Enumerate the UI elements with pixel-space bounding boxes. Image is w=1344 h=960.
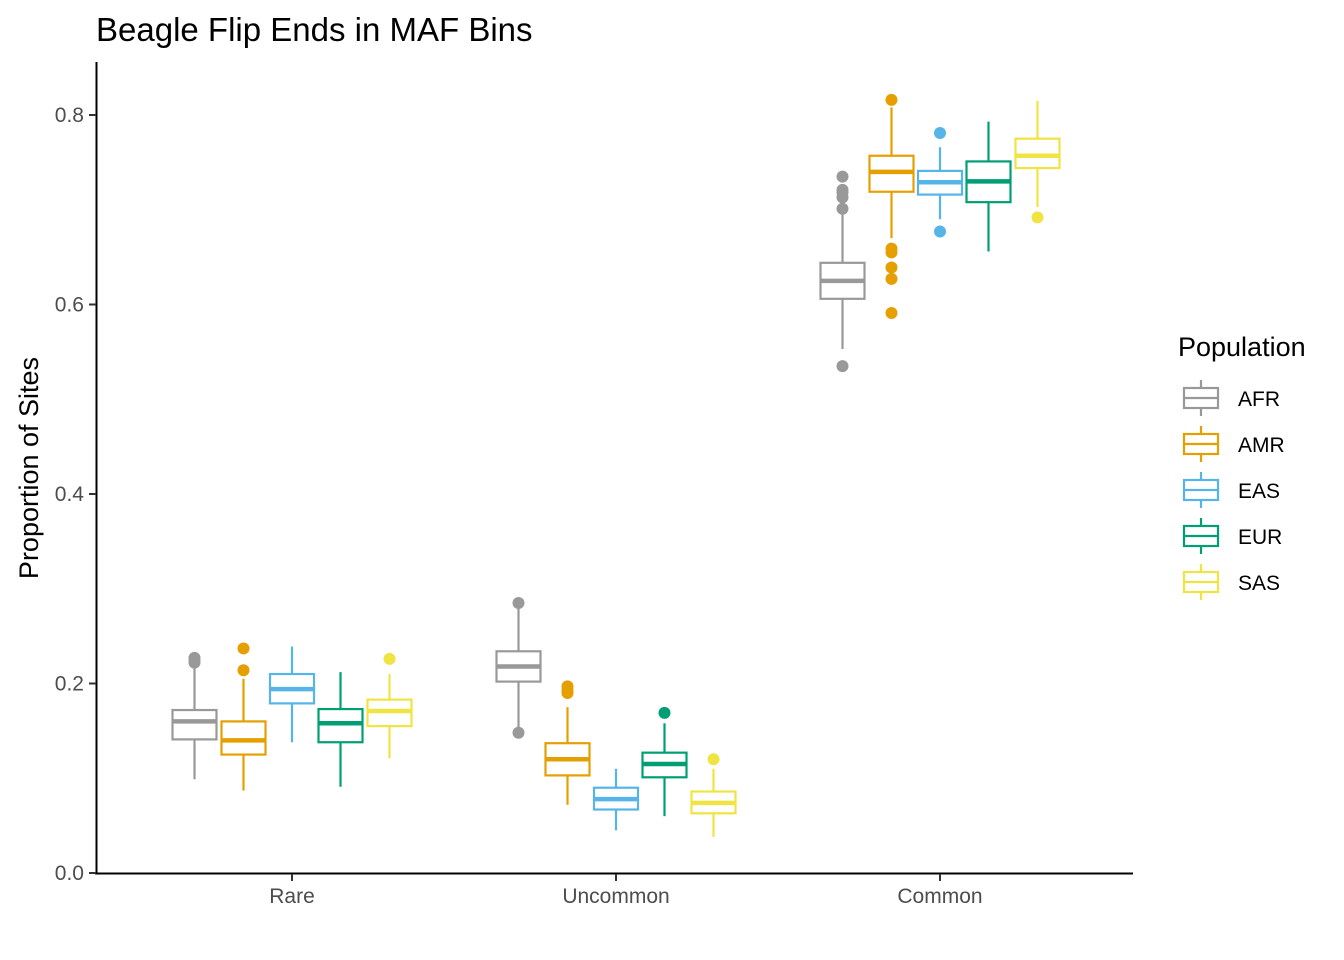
outlier-point — [512, 596, 525, 609]
legend-item-eur: EUR — [1182, 518, 1282, 554]
outlier-point — [836, 360, 849, 373]
outlier-point — [836, 170, 849, 183]
outlier-point — [237, 664, 250, 677]
chart-title: Beagle Flip Ends in MAF Bins — [96, 11, 533, 48]
box-iqr — [1014, 137, 1061, 170]
legend: AFR AMR EAS EUR SAS — [1182, 380, 1285, 600]
legend-label: AFR — [1238, 388, 1280, 411]
y-tick-label: 0.6 — [55, 294, 84, 317]
box-amr-rare — [220, 642, 267, 791]
outlier-point — [836, 183, 849, 196]
box-amr-uncommon — [544, 680, 591, 805]
box-sas-uncommon — [690, 753, 737, 837]
outlier-point — [561, 680, 574, 693]
box-eas-common — [916, 127, 964, 238]
legend-item-sas: SAS — [1182, 564, 1280, 600]
outlier-point — [1031, 211, 1044, 224]
legend-label: SAS — [1238, 572, 1280, 595]
box-sas-rare — [366, 652, 413, 759]
outlier-point — [237, 642, 250, 655]
y-tick-label: 0.0 — [55, 862, 84, 885]
legend-label: AMR — [1238, 434, 1285, 457]
box-eas-uncommon — [592, 768, 640, 831]
outlier-point — [188, 651, 201, 664]
x-tick-label: Uncommon — [562, 885, 669, 908]
legend-item-afr: AFR — [1182, 380, 1280, 416]
outlier-point — [658, 706, 671, 719]
outlier-point — [512, 726, 525, 739]
box-eas-rare — [268, 646, 316, 743]
outlier-point — [836, 202, 849, 215]
y-axis-title: Proportion of Sites — [14, 357, 44, 579]
x-tick-label: Common — [897, 885, 982, 908]
outlier-point — [934, 225, 946, 238]
box-amr-common — [868, 93, 915, 320]
box-afr-uncommon — [495, 596, 542, 739]
box-eur-rare — [317, 672, 364, 787]
outlier-point — [707, 753, 720, 766]
axis-ticks: 0.0 0.2 0.4 0.6 0.8 Rare Uncommon Common — [55, 104, 983, 908]
y-tick-label: 0.8 — [55, 104, 84, 127]
box-iqr — [171, 708, 218, 741]
outlier-point — [885, 261, 898, 274]
outlier-point — [934, 127, 946, 140]
y-tick-label: 0.2 — [55, 673, 84, 696]
box-iqr — [317, 707, 364, 744]
legend-title: Population — [1178, 332, 1306, 362]
outlier-point — [885, 307, 898, 320]
plot-area — [171, 93, 1061, 837]
outlier-point — [885, 272, 898, 285]
outlier-point — [885, 242, 898, 255]
box-afr-rare — [171, 651, 218, 780]
box-afr-common — [819, 170, 866, 373]
y-tick-label: 0.4 — [55, 483, 85, 506]
outlier-point — [885, 93, 898, 106]
legend-item-eas: EAS — [1182, 472, 1280, 508]
box-eur-common — [965, 121, 1012, 252]
box-iqr — [220, 720, 267, 756]
box-eur-uncommon — [641, 706, 688, 817]
box-sas-common — [1014, 100, 1061, 224]
legend-item-amr: AMR — [1182, 426, 1285, 462]
legend-label: EAS — [1238, 480, 1280, 503]
outlier-point — [383, 652, 396, 665]
x-tick-label: Rare — [269, 885, 315, 908]
legend-label: EUR — [1238, 526, 1282, 549]
